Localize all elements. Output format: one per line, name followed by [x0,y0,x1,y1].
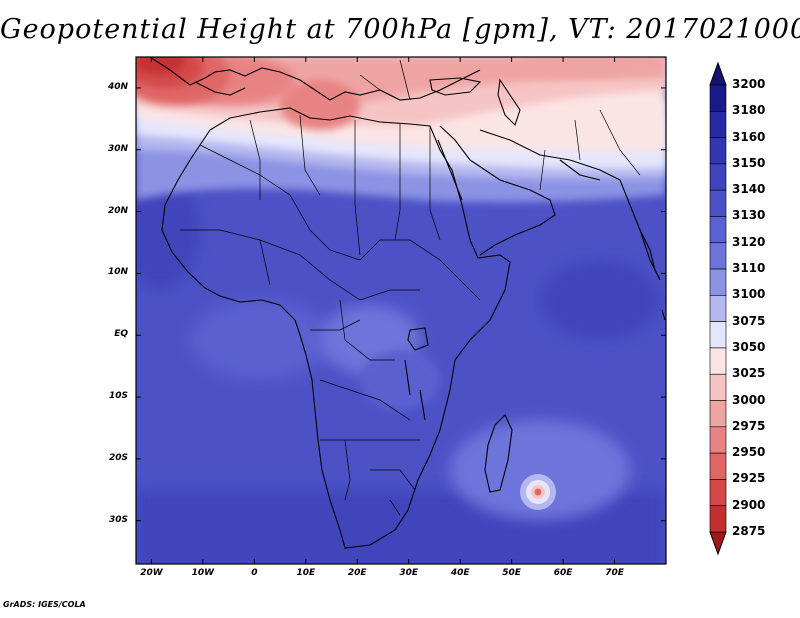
colorbar-swatch [709,295,727,322]
colorbar-swatch [709,400,727,428]
colorbar-swatch [709,216,727,244]
colorbar-label: 3025 [732,366,766,381]
lon-label: 10E [296,568,316,578]
lon-label: 40E [450,568,470,578]
colorbar-label: 3050 [732,339,766,354]
colorbar-label: 3160 [732,129,766,144]
colorbar-swatch [709,505,727,533]
colorbar-label: 2950 [732,445,766,460]
lat-label: 30N [107,143,128,154]
map-title: Geopotential Height at 700hPa [gpm], VT:… [0,14,800,45]
lon-label: 20W [140,568,163,578]
lat-label: 40N [107,81,128,92]
lat-label: 10S [108,391,128,402]
colorbar-label: 3000 [732,392,766,407]
lat-label: 20S [108,452,128,463]
colorbar-cap-top [709,61,727,86]
colorbar-label: 3140 [732,182,766,197]
colorbar-swatch [709,242,727,270]
colorbar-swatch [709,110,727,138]
map-frame [135,56,667,565]
lat-label: EQ [114,329,128,340]
lon-label: 50E [502,568,521,578]
colorbar-swatch [709,84,727,112]
lon-label: 60E [553,568,573,578]
colorbar-label: 3100 [732,287,766,302]
lon-label: 30E [399,568,419,578]
lat-label: 20N [107,205,128,216]
colorbar-label: 3200 [732,77,766,91]
colorbar [709,61,727,556]
colorbar-label: 3130 [732,208,766,223]
colorbar-swatch [709,189,727,217]
colorbar-swatch [709,347,727,375]
colorbar-label: 2900 [732,497,766,512]
colorbar-label: 3110 [732,261,766,276]
colorbar-label: 3120 [732,234,766,249]
country-borders [180,59,641,516]
colorbar-swatch [709,426,727,454]
colorbar-swatch [709,321,727,349]
height-field [136,57,666,564]
lon-label: 0 [251,568,258,578]
lon-label: 70E [605,568,624,578]
lat-label: 30S [108,514,128,525]
colorbar-swatch [709,479,727,507]
colorbar-label: 3180 [732,103,766,118]
colorbar-label: 3150 [732,155,766,170]
axis-ticks [136,57,666,564]
colorbar-label: 2975 [732,418,766,433]
colorbar-swatch [709,373,727,401]
colorbar-label: 2875 [732,524,766,538]
colorbar-swatch [709,452,727,480]
colorbar-swatch [709,137,727,165]
colorbar-swatch [709,268,727,296]
colorbar-label: 3075 [732,313,766,328]
colorbar-swatch [709,163,727,191]
coastlines [149,57,666,549]
colorbar-cap-bottom [709,531,727,556]
lon-label: 20E [347,568,367,578]
credit-text: GrADS: IGES/COLA [3,600,86,609]
colorbar-label: 2925 [732,471,766,486]
lat-label: 10N [107,267,128,278]
lon-label: 10W [191,568,215,578]
